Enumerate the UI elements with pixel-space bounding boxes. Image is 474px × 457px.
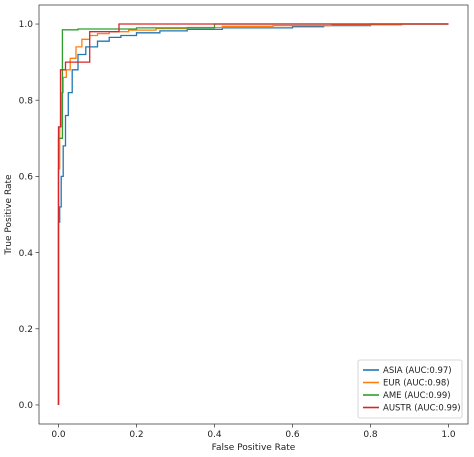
series-line-1 (57, 23, 449, 405)
x-tick-label: 1.0 (441, 430, 456, 440)
series-line-3 (57, 23, 449, 405)
axis-ticks: 0.0 0.2 0.4 0.6 0.8 1.0 0.0 0.2 0.4 0.6 0.8 1.0 (19, 20, 456, 440)
x-axis-label: False Positive Rate (212, 443, 296, 453)
legend-box (357, 359, 463, 419)
y-axis-label: True Positive Rate (4, 174, 14, 256)
series-line-0 (57, 23, 449, 405)
legend-entry: AUSTR (AUC:0.99) (383, 404, 461, 414)
x-tick-label: 0.8 (363, 430, 378, 440)
legend-entry: EUR (AUC:0.98) (383, 379, 450, 389)
y-tick-label: 0.4 (19, 249, 34, 259)
x-tick-label: 0.4 (207, 430, 222, 440)
x-tick-label: 0.6 (285, 430, 300, 440)
y-tick-label: 0.0 (19, 401, 34, 411)
series-line-2 (57, 23, 449, 405)
legend: ASIA (AUC:0.97) EUR (AUC:0.98) AME (AUC:0.… (357, 359, 463, 419)
legend-entry: ASIA (AUC:0.97) (383, 366, 452, 376)
x-tick-label: 0.2 (129, 430, 143, 440)
x-tick-label: 0.0 (51, 430, 66, 440)
y-tick-label: 0.2 (19, 325, 33, 335)
y-tick-label: 0.8 (19, 96, 34, 106)
legend-entry: AME (AUC:0.99) (383, 391, 451, 401)
series-lines (57, 23, 449, 405)
plot-frame (38, 4, 469, 425)
y-tick-label: 1.0 (19, 20, 34, 30)
y-tick-label: 0.6 (19, 173, 34, 183)
